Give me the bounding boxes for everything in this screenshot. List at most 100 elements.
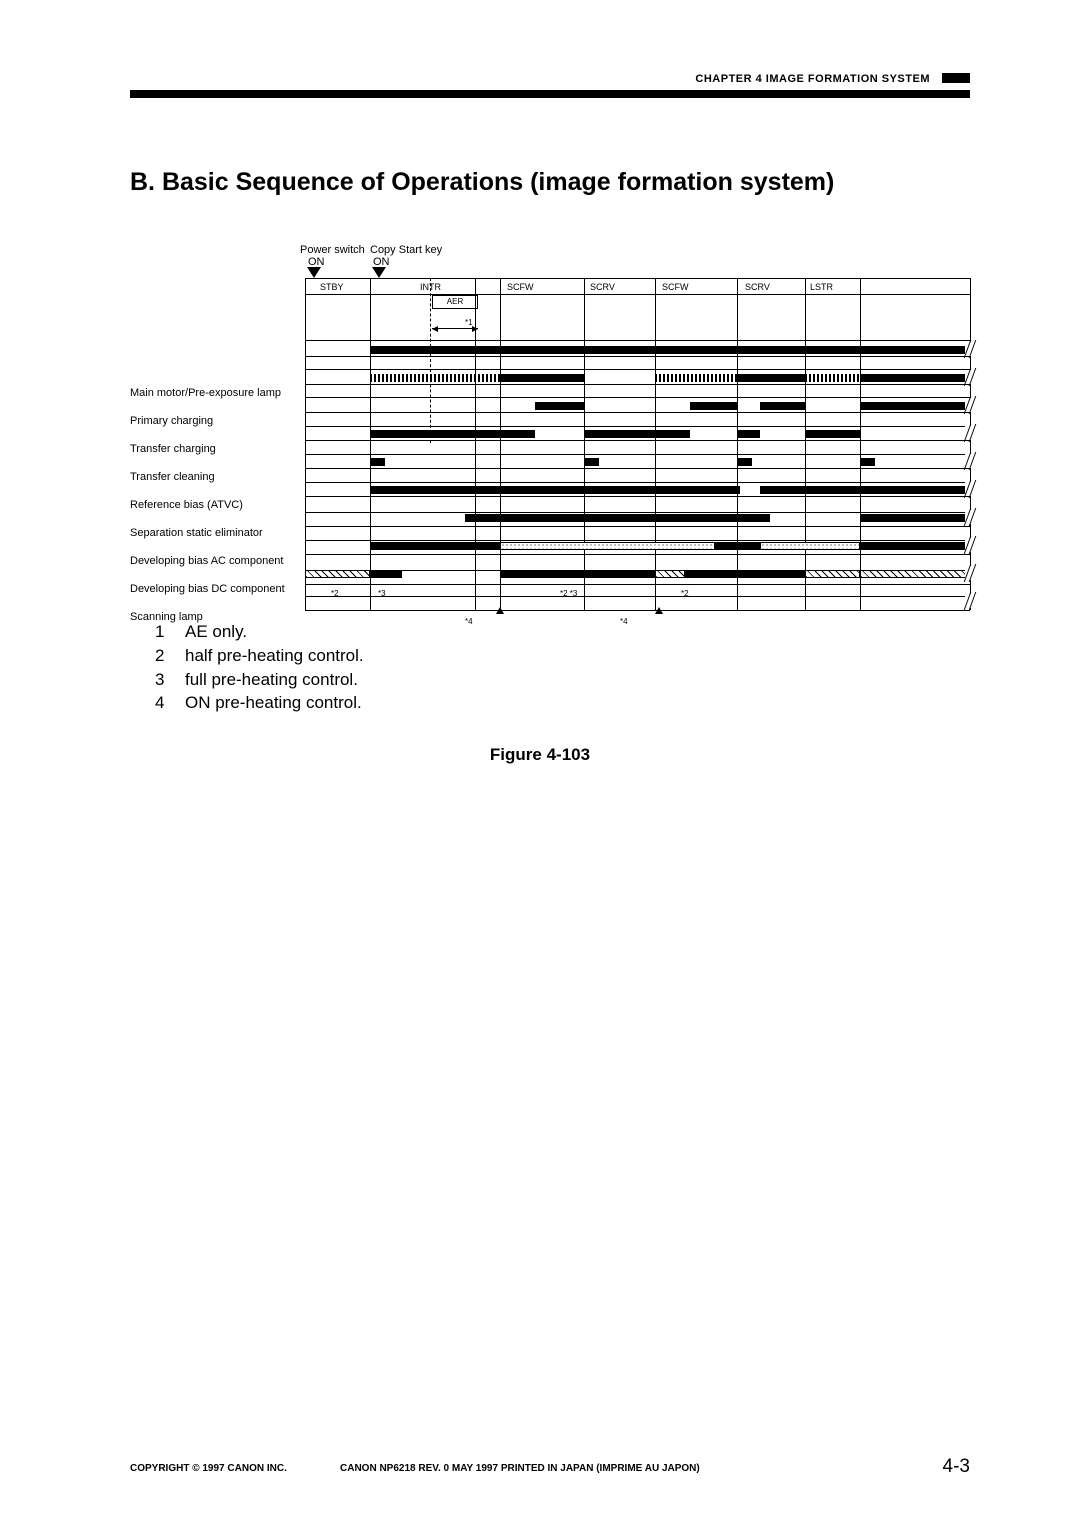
gridline-horizontal [305,584,970,585]
timing-bar [760,402,805,410]
gridline-vertical [970,278,971,610]
legend: 1AE only.2half pre-heating control.3full… [155,620,364,715]
row-label: Transfer charging [130,443,300,455]
gridline-horizontal [305,596,970,597]
row-label: Reference bias (ATVC) [130,499,300,511]
trigger-copy-label: Copy Start key [370,244,442,256]
gridline-horizontal [305,369,970,370]
break-mark [965,594,973,608]
timing-bar [760,542,860,550]
triangle-icon [373,268,385,278]
timing-bar [655,570,685,578]
timing-bar [370,430,535,438]
timing-bar [500,542,715,550]
break-mark [965,482,973,496]
chart-area: STBYINTRSCFWSCRVSCFWSCRVLSTR AER *1*2*3*… [305,278,970,618]
trigger-power-label: Power switch [300,244,365,256]
legend-number: 1 [155,620,185,644]
legend-item: 2half pre-heating control. [155,644,364,668]
timing-bar [860,374,970,382]
timing-bar [860,514,970,522]
annotation: *2 *3 [560,589,577,598]
header-mark [942,73,970,83]
break-mark [965,370,973,384]
gridline-horizontal [305,278,970,279]
row-label: Separation static eliminator [130,527,300,539]
gridline-horizontal [305,554,970,555]
legend-text: full pre-heating control. [185,668,358,692]
timing-diagram: Power switch Copy Start key ON ON STBYIN… [130,240,970,620]
gridline-horizontal [305,512,970,513]
timing-bar [805,374,860,382]
timing-bar [860,570,970,578]
timing-bar [860,542,970,550]
timing-bar [370,486,740,494]
row-label: Developing bias AC component [130,555,300,567]
phase-label: LSTR [810,282,833,292]
phase-label: SCRV [590,282,615,292]
legend-item: 3full pre-heating control. [155,668,364,692]
footer-copyright: COPYRIGHT © 1997 CANON INC. [130,1463,287,1474]
timing-bar [690,402,737,410]
timing-bar [370,570,402,578]
timing-bar [805,430,860,438]
gridline-horizontal [305,526,970,527]
gridline-horizontal [305,384,970,385]
timing-bar [737,430,760,438]
gridline-horizontal [305,440,970,441]
break-mark [965,342,973,356]
chapter-header: CHAPTER 4 IMAGE FORMATION SYSTEM [695,73,930,85]
gridline-vertical [860,278,861,610]
legend-number: 2 [155,644,185,668]
break-mark [965,426,973,440]
break-mark [965,538,973,552]
figure-caption: Figure 4-103 [0,745,1080,765]
legend-item: 4ON pre-heating control. [155,691,364,715]
annotation: *2 [681,589,689,598]
phase-label: SCRV [745,282,770,292]
timing-bar [860,402,970,410]
timing-bar [655,374,737,382]
timing-bar [535,402,584,410]
triangle-icon [308,268,320,278]
gridline-horizontal [305,412,970,413]
gridline-vertical [370,278,371,610]
gridline-vertical [655,278,656,610]
footer-center: CANON NP6218 REV. 0 MAY 1997 PRINTED IN … [340,1463,700,1474]
timing-bar [584,430,690,438]
timing-bar [715,542,760,550]
legend-text: ON pre-heating control. [185,691,362,715]
timing-bar [370,458,385,466]
legend-text: half pre-heating control. [185,644,364,668]
annotation: *4 [620,617,628,626]
gridline-horizontal [305,340,970,341]
legend-item: 1AE only. [155,620,364,644]
timing-bar [737,458,752,466]
annotation: *4 [465,617,473,626]
arrow-icon [432,328,478,329]
phase-label: SCFW [662,282,689,292]
phase-label: SCFW [507,282,534,292]
timing-bar [370,542,500,550]
timing-bar [760,486,970,494]
triangle-icon [655,607,663,614]
legend-text: AE only. [185,620,247,644]
gridline-horizontal [305,294,970,295]
break-mark [965,398,973,412]
gridline-horizontal [305,454,970,455]
break-mark [965,510,973,524]
timing-bar [737,374,805,382]
row-label: Primary charging [130,415,300,427]
timing-bar [500,374,584,382]
timing-bar [805,570,860,578]
gridline-vertical [584,278,585,610]
triangle-icon [496,607,504,614]
row-label: Main motor/Pre-exposure lamp [130,387,300,399]
gridline-horizontal [305,468,970,469]
gridline-horizontal [305,397,970,398]
break-mark [965,566,973,580]
timing-bar [370,346,970,354]
gridline-vertical [500,278,501,610]
timing-bar [860,458,875,466]
gridline-horizontal [305,610,970,611]
